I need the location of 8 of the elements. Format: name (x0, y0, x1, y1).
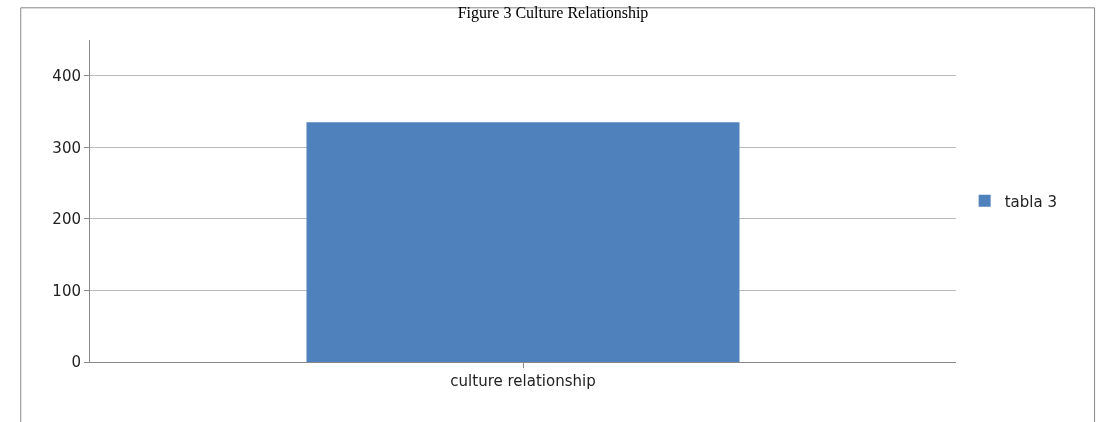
legend-label: tabla 3 (1004, 192, 1057, 211)
y-tick-label: 200 (52, 210, 81, 229)
x-tick-label: culture relationship (450, 372, 596, 390)
y-tick-label: 300 (52, 138, 81, 157)
y-tick-label: 400 (52, 67, 81, 86)
y-tick-label: 100 (52, 281, 81, 300)
y-tick-label: 0 (71, 353, 81, 372)
chart-title: Figure 3 Culture Relationship (457, 3, 649, 22)
